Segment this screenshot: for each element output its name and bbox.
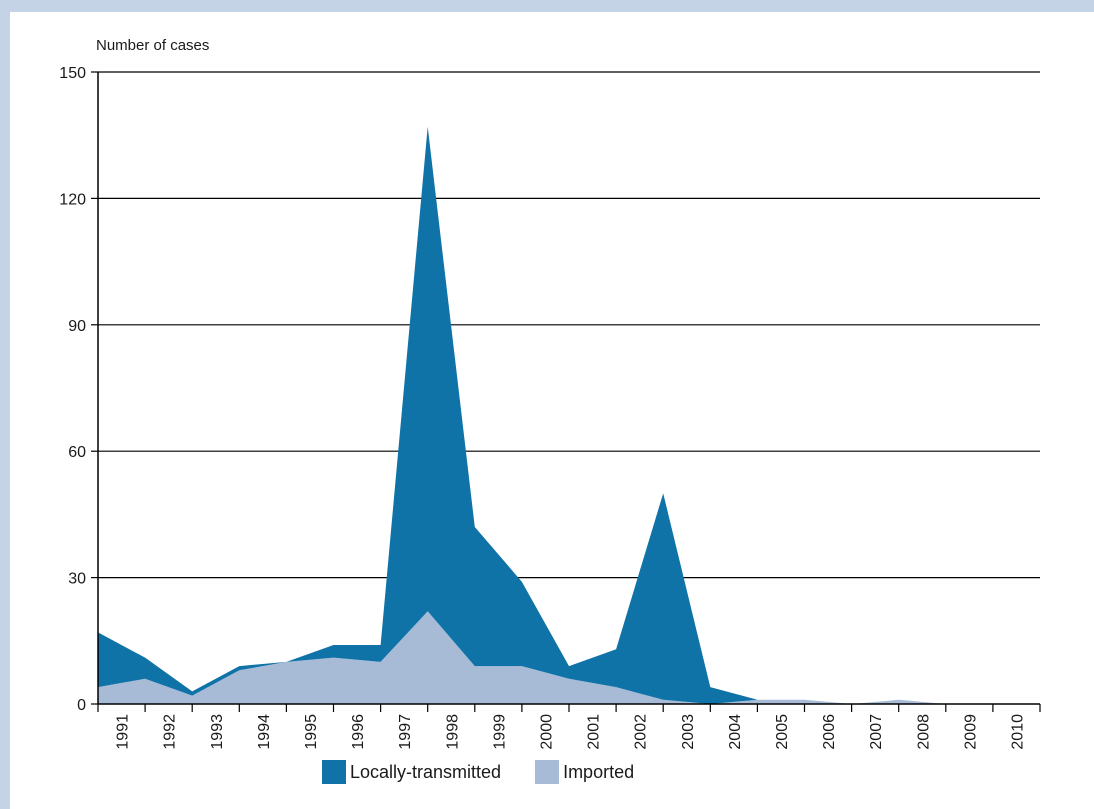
y-tick-label-120: 120 [59, 191, 86, 208]
legend-swatch-imported [535, 760, 560, 784]
x-tick-label-2002: 2002 [633, 714, 650, 750]
x-tick-label-2001: 2001 [586, 714, 603, 750]
x-tick-label-1991: 1991 [115, 714, 132, 750]
x-tick-label-2009: 2009 [962, 714, 979, 750]
y-tick-label-60: 60 [68, 444, 86, 461]
x-tick-label-1999: 1999 [491, 714, 508, 750]
x-tick-label-1995: 1995 [303, 714, 320, 750]
area-series-locally-transmitted [98, 126, 993, 705]
y-tick-label-90: 90 [68, 318, 86, 335]
x-tick-label-1998: 1998 [444, 714, 461, 750]
legend-item-locally-transmitted: Locally-transmitted [322, 760, 501, 784]
x-tick-label-2008: 2008 [915, 714, 932, 750]
legend-label-imported: Imported [563, 761, 635, 782]
y-tick-label-150: 150 [59, 65, 86, 82]
x-tick-label-2003: 2003 [680, 714, 697, 750]
x-tick-label-1997: 1997 [397, 714, 414, 750]
area-chart: 0 30 60 90 120 150 1991 1992 1993 1994 1995 1996 199… [59, 37, 1041, 750]
x-tick-label-1992: 1992 [162, 714, 179, 750]
x-tick-label-1994: 1994 [256, 714, 273, 750]
chart-legend: Locally-transmitted Imported [322, 760, 668, 784]
x-tick-label-2007: 2007 [868, 714, 885, 750]
x-tick-label-2006: 2006 [821, 714, 838, 750]
x-tick-label-2010: 2010 [1009, 714, 1026, 750]
x-tick-label-1996: 1996 [350, 714, 367, 750]
y-axis-title: Number of cases [96, 37, 209, 54]
x-tick-label-2004: 2004 [727, 714, 744, 750]
y-tick-label-0: 0 [77, 697, 86, 714]
y-tick-label-30: 30 [68, 571, 86, 588]
legend-label-locally-transmitted: Locally-transmitted [350, 761, 502, 782]
x-tick-label-2000: 2000 [538, 714, 555, 750]
x-tick-label-2005: 2005 [774, 714, 791, 750]
legend-item-imported: Imported [535, 760, 634, 784]
chart-panel: 0 30 60 90 120 150 1991 1992 1993 1994 1995 1996 199… [10, 12, 1094, 809]
x-tick-label-1993: 1993 [209, 714, 226, 750]
area-series-imported [98, 611, 993, 704]
legend-swatch-locally-transmitted [322, 760, 346, 784]
